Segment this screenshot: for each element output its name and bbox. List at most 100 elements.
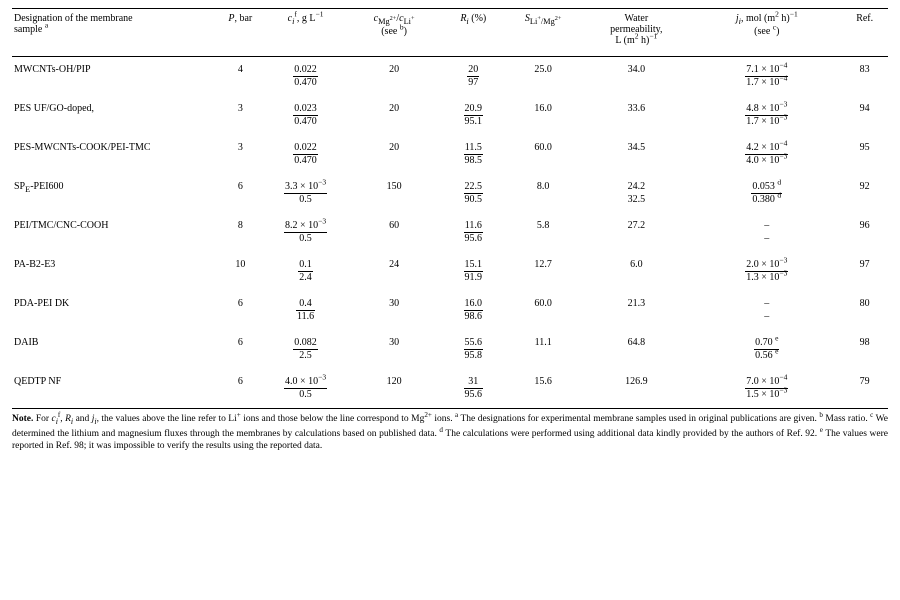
cell-designation: PES UF/GO-doped, — [12, 96, 217, 135]
cell-ri: 11.598.5 — [441, 135, 506, 174]
cell-cratio: 20 — [347, 57, 440, 97]
col-header-P: P, bar — [217, 9, 264, 57]
cell-designation: PES-MWCNTs-COOK/PEI-TMC — [12, 135, 217, 174]
cell-s: 25.0 — [506, 57, 581, 97]
cell-s: 8.0 — [506, 174, 581, 213]
cell-ri: 55.695.8 — [441, 330, 506, 369]
cell-s: 12.7 — [506, 252, 581, 291]
cell-cratio: 150 — [347, 174, 440, 213]
cell-p: 6 — [217, 330, 264, 369]
cell-p: 6 — [217, 174, 264, 213]
table-row: DAIB60.0822.53055.695.811.164.80.70 e0.5… — [12, 330, 888, 369]
cell-perm: 6.0 — [580, 252, 692, 291]
cell-ref: 94 — [841, 96, 888, 135]
cell-ji: 4.8 × 10−31.7 × 10−3 — [692, 96, 841, 135]
membrane-table: Designation of the membranesample aP, ba… — [12, 8, 888, 409]
cell-cratio: 20 — [347, 96, 440, 135]
cell-ref: 79 — [841, 369, 888, 409]
cell-designation: PEI/TMC/CNC-COOH — [12, 213, 217, 252]
cell-ri: 11.695.6 — [441, 213, 506, 252]
cell-p: 6 — [217, 291, 264, 330]
cell-s: 11.1 — [506, 330, 581, 369]
col-header-cratio: cMg2+/cLi+(see b) — [347, 9, 440, 57]
cell-cratio: 30 — [347, 291, 440, 330]
col-header-ji: ji, mol (m2 h)−1(see c) — [692, 9, 841, 57]
cell-ji: 0.053 d0.380 d — [692, 174, 841, 213]
table-row: QEDTP NF64.0 × 10−30.51203195.615.6126.9… — [12, 369, 888, 409]
cell-cif: 4.0 × 10−30.5 — [264, 369, 348, 409]
table-row: PES-MWCNTs-COOK/PEI-TMC30.0220.4702011.5… — [12, 135, 888, 174]
cell-ji: 4.2 × 10−44.0 × 10−3 — [692, 135, 841, 174]
cell-ri: 16.098.6 — [441, 291, 506, 330]
cell-cif: 3.3 × 10−30.5 — [264, 174, 348, 213]
cell-cif: 0.0822.5 — [264, 330, 348, 369]
cell-cif: 0.12.4 — [264, 252, 348, 291]
cell-cif: 0.411.6 — [264, 291, 348, 330]
table-header-row: Designation of the membranesample aP, ba… — [12, 9, 888, 57]
table-row: PEI/TMC/CNC-COOH88.2 × 10−30.56011.695.6… — [12, 213, 888, 252]
cell-perm: 24.232.5 — [580, 174, 692, 213]
cell-cratio: 24 — [347, 252, 440, 291]
cell-ji: 7.1 × 10−41.7 × 10−4 — [692, 57, 841, 97]
cell-s: 60.0 — [506, 291, 581, 330]
cell-designation: MWCNTs-OH/PIP — [12, 57, 217, 97]
cell-perm: 21.3 — [580, 291, 692, 330]
cell-perm: 126.9 — [580, 369, 692, 409]
cell-p: 4 — [217, 57, 264, 97]
cell-ji: 0.70 e0.56 e — [692, 330, 841, 369]
cell-s: 16.0 — [506, 96, 581, 135]
cell-cratio: 20 — [347, 135, 440, 174]
cell-p: 3 — [217, 135, 264, 174]
cell-p: 8 — [217, 213, 264, 252]
table-row: PDA-PEI DK60.411.63016.098.660.021.3––80 — [12, 291, 888, 330]
cell-perm: 27.2 — [580, 213, 692, 252]
cell-ref: 98 — [841, 330, 888, 369]
cell-designation: DAIB — [12, 330, 217, 369]
cell-ref: 95 — [841, 135, 888, 174]
col-header-S: SLi+/Mg2+ — [506, 9, 581, 57]
cell-cratio: 120 — [347, 369, 440, 409]
cell-cif: 0.0230.470 — [264, 96, 348, 135]
cell-ref: 92 — [841, 174, 888, 213]
cell-cif: 8.2 × 10−30.5 — [264, 213, 348, 252]
table-footnote: Note. For cif, Ri and ji, the values abo… — [12, 409, 888, 453]
cell-ji: –– — [692, 213, 841, 252]
table-row: MWCNTs-OH/PIP40.0220.47020209725.034.07.… — [12, 57, 888, 97]
cell-cratio: 60 — [347, 213, 440, 252]
cell-ji: –– — [692, 291, 841, 330]
cell-p: 10 — [217, 252, 264, 291]
cell-ri: 2097 — [441, 57, 506, 97]
cell-s: 5.8 — [506, 213, 581, 252]
cell-designation: SPE-PEI600 — [12, 174, 217, 213]
cell-perm: 34.5 — [580, 135, 692, 174]
col-header-designation: Designation of the membranesample a — [12, 9, 217, 57]
cell-cif: 0.0220.470 — [264, 135, 348, 174]
col-header-Ri: Ri (%) — [441, 9, 506, 57]
cell-perm: 34.0 — [580, 57, 692, 97]
cell-ref: 96 — [841, 213, 888, 252]
cell-ji: 7.0 × 10−41.5 × 10−3 — [692, 369, 841, 409]
cell-ri: 22.590.5 — [441, 174, 506, 213]
cell-cif: 0.0220.470 — [264, 57, 348, 97]
col-header-ref: Ref. — [841, 9, 888, 57]
cell-perm: 33.6 — [580, 96, 692, 135]
cell-designation: PDA-PEI DK — [12, 291, 217, 330]
cell-cratio: 30 — [347, 330, 440, 369]
table-row: PES UF/GO-doped,30.0230.4702020.995.116.… — [12, 96, 888, 135]
cell-designation: QEDTP NF — [12, 369, 217, 409]
cell-ri: 15.191.9 — [441, 252, 506, 291]
cell-s: 15.6 — [506, 369, 581, 409]
cell-ji: 2.0 × 10−31.3 × 10−3 — [692, 252, 841, 291]
table-row: PA-B2-E3100.12.42415.191.912.76.02.0 × 1… — [12, 252, 888, 291]
table-body: MWCNTs-OH/PIP40.0220.47020209725.034.07.… — [12, 57, 888, 409]
cell-p: 3 — [217, 96, 264, 135]
cell-s: 60.0 — [506, 135, 581, 174]
col-header-perm: Waterpermeability,L (m2 h)−1 — [580, 9, 692, 57]
cell-ref: 97 — [841, 252, 888, 291]
cell-ri: 3195.6 — [441, 369, 506, 409]
table-row: SPE-PEI60063.3 × 10−30.515022.590.58.024… — [12, 174, 888, 213]
cell-designation: PA-B2-E3 — [12, 252, 217, 291]
cell-ref: 83 — [841, 57, 888, 97]
cell-ri: 20.995.1 — [441, 96, 506, 135]
col-header-cif: cif, g L−1 — [264, 9, 348, 57]
